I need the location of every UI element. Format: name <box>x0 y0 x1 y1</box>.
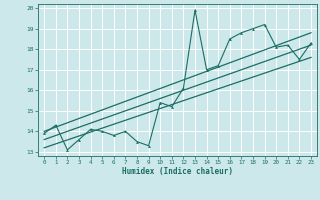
X-axis label: Humidex (Indice chaleur): Humidex (Indice chaleur) <box>122 167 233 176</box>
